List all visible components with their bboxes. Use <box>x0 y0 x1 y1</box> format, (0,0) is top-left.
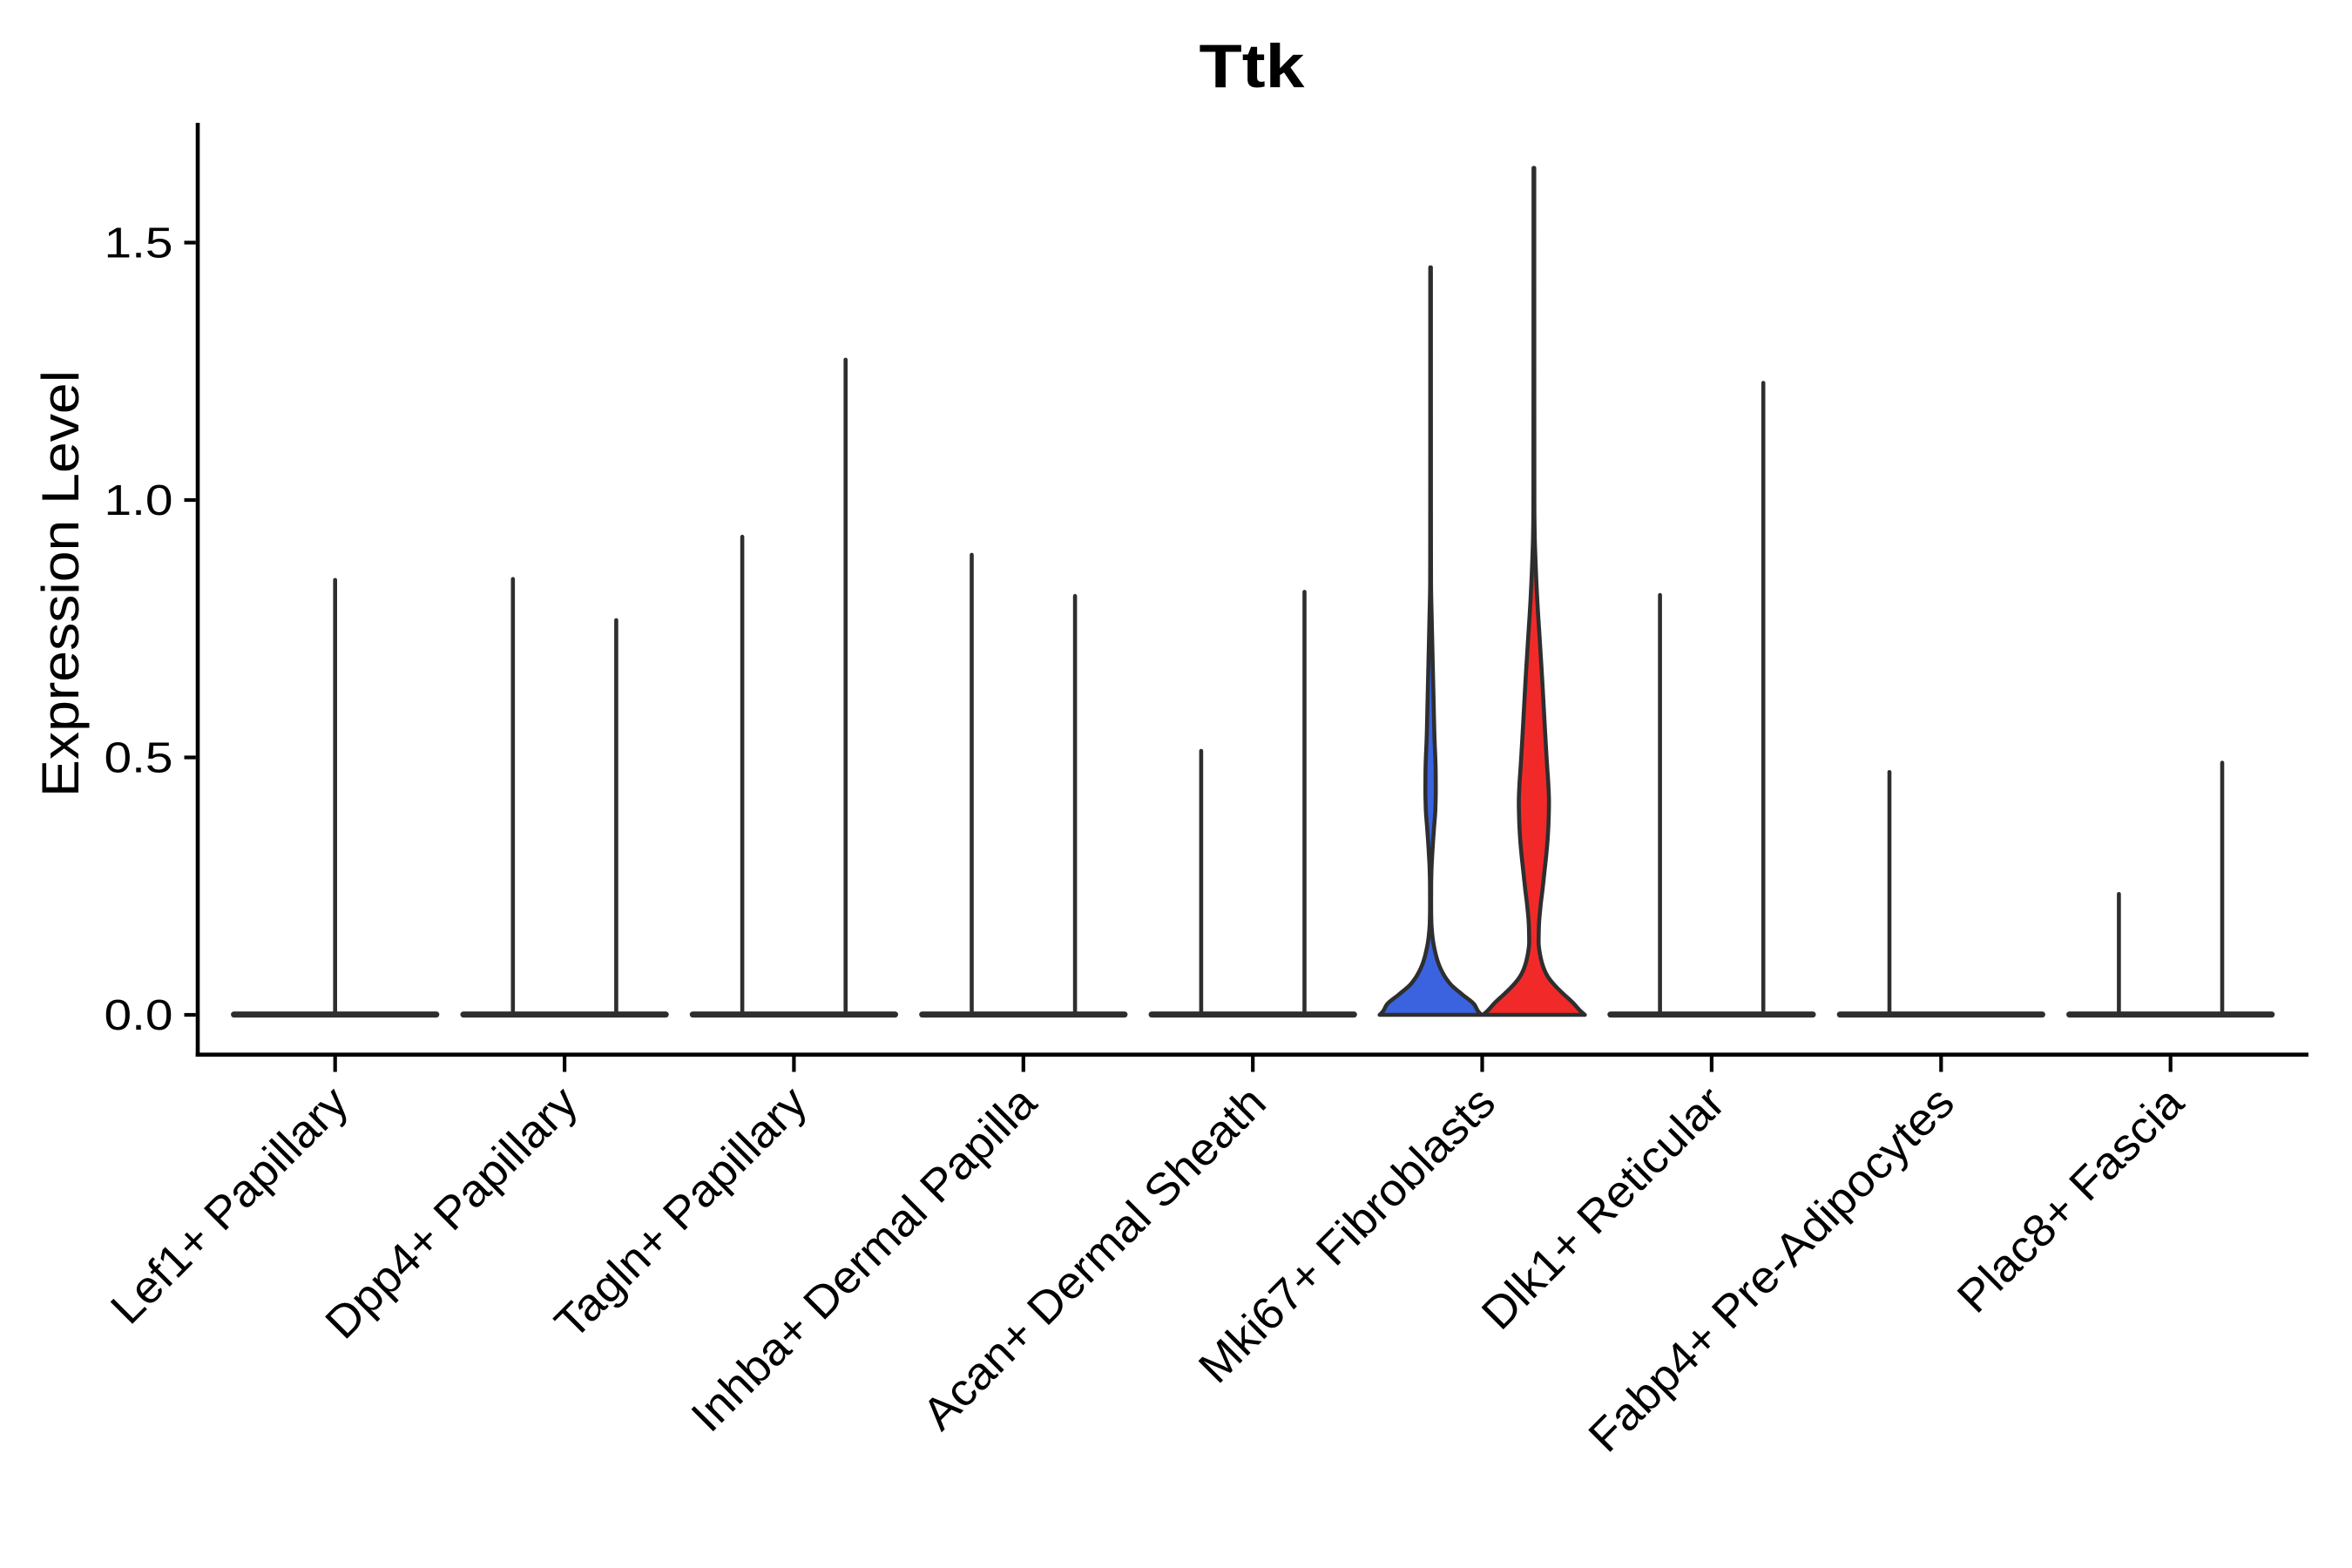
svg-text:0.5: 0.5 <box>105 735 173 782</box>
svg-text:1.5: 1.5 <box>105 220 173 267</box>
svg-text:Expression Level: Expression Level <box>31 370 90 797</box>
svg-text:Ttk: Ttk <box>1200 31 1306 100</box>
svg-text:1.0: 1.0 <box>105 477 173 524</box>
svg-text:0.0: 0.0 <box>105 992 173 1039</box>
